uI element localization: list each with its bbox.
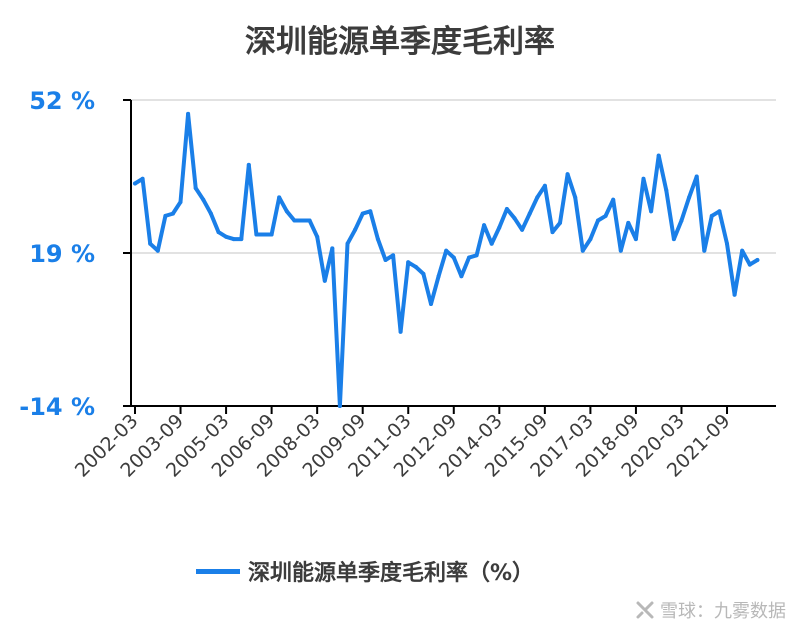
data-point-32: [375, 237, 380, 242]
series-line-0: [133, 111, 760, 408]
data-point-79: [732, 292, 737, 297]
data-point-63: [611, 197, 616, 202]
data-point-67: [641, 176, 646, 181]
y-axis-ticks: 52 % 19 % -14 %: [19, 87, 131, 421]
data-point-57: [565, 172, 570, 177]
data-point-18: [269, 232, 274, 237]
data-point-73: [687, 195, 692, 200]
data-point-81: [747, 262, 752, 267]
data-point-6: [178, 200, 183, 204]
data-point-25: [322, 278, 327, 283]
data-point-56: [558, 220, 562, 225]
data-point-74: [694, 174, 699, 179]
data-point-54: [542, 183, 547, 188]
data-point-44: [467, 255, 471, 260]
data-point-5: [170, 211, 175, 216]
data-point-22: [300, 218, 304, 223]
data-point-55: [550, 230, 555, 235]
legend-swatch: [196, 568, 240, 574]
data-point-52: [527, 211, 532, 216]
data-point-42: [451, 255, 456, 260]
data-point-26: [330, 246, 335, 251]
data-point-19: [277, 195, 282, 200]
data-point-13: [231, 237, 236, 242]
data-point-61: [596, 218, 600, 223]
data-point-15: [246, 162, 251, 167]
data-point-80: [740, 248, 745, 253]
data-point-12: [224, 234, 229, 239]
data-point-82: [755, 258, 760, 262]
y-tick-label-1: 19 %: [29, 240, 95, 268]
data-point-29: [353, 227, 358, 232]
data-point-69: [656, 153, 661, 158]
data-point-36: [406, 260, 411, 265]
data-point-34: [391, 253, 396, 258]
data-point-48: [497, 225, 502, 230]
chart-title: 深圳能源单季度毛利率: [245, 24, 555, 60]
data-point-28: [345, 241, 350, 246]
data-point-1: [140, 176, 145, 181]
data-point-27: [337, 404, 342, 408]
data-point-78: [725, 241, 729, 246]
grid-lines: [131, 99, 776, 254]
data-point-62: [603, 213, 608, 218]
data-point-40: [436, 274, 441, 279]
data-point-7: [186, 111, 191, 116]
data-point-14: [239, 237, 244, 242]
data-point-20: [284, 209, 289, 214]
y-tick-label-2: -14 %: [19, 393, 95, 421]
y-tick-label-0: 52 %: [29, 87, 95, 115]
series-lines: [133, 111, 760, 408]
data-point-59: [580, 248, 585, 253]
data-point-38: [421, 271, 426, 276]
data-point-70: [664, 188, 669, 193]
watermark-text: 雪球：九雾数据: [660, 601, 786, 622]
data-point-65: [626, 220, 631, 225]
data-point-8: [193, 186, 198, 191]
data-point-16: [254, 232, 259, 237]
data-point-4: [163, 213, 168, 218]
data-point-2: [148, 241, 153, 246]
data-point-45: [474, 253, 479, 258]
data-point-23: [307, 218, 312, 223]
snowball-logo-icon: [636, 601, 654, 619]
x-axis-ticks: 2002-032003-092005-032006-092008-032009-…: [71, 406, 735, 482]
data-point-60: [588, 237, 593, 242]
data-point-9: [201, 197, 206, 202]
data-point-35: [398, 329, 403, 334]
data-point-39: [429, 302, 433, 306]
data-point-51: [520, 227, 525, 232]
data-point-43: [459, 274, 464, 279]
legend-label: 深圳能源单季度毛利率（%）: [248, 561, 535, 586]
data-point-64: [618, 248, 623, 253]
data-point-68: [649, 209, 654, 214]
watermark: 雪球：九雾数据: [634, 597, 786, 623]
data-point-30: [360, 211, 365, 216]
data-point-53: [535, 195, 540, 200]
data-point-47: [489, 241, 494, 246]
legend[interactable]: 深圳能源单季度毛利率（%）: [196, 555, 534, 587]
data-point-37: [413, 264, 418, 269]
data-point-58: [573, 195, 578, 200]
data-point-49: [504, 207, 509, 211]
data-point-71: [671, 237, 676, 242]
data-point-33: [383, 258, 388, 262]
data-point-77: [717, 209, 722, 214]
data-point-3: [155, 248, 160, 253]
data-point-50: [512, 216, 517, 221]
data-point-75: [702, 248, 707, 253]
data-point-0: [133, 181, 137, 186]
data-point-10: [208, 211, 213, 216]
data-point-66: [633, 237, 638, 242]
data-point-41: [444, 248, 449, 253]
data-point-76: [709, 213, 714, 218]
data-point-17: [262, 232, 266, 237]
data-point-46: [482, 223, 487, 228]
data-point-24: [315, 234, 320, 239]
data-point-11: [216, 230, 221, 235]
data-point-21: [292, 218, 297, 223]
data-point-72: [679, 218, 684, 223]
data-point-31: [368, 209, 373, 214]
